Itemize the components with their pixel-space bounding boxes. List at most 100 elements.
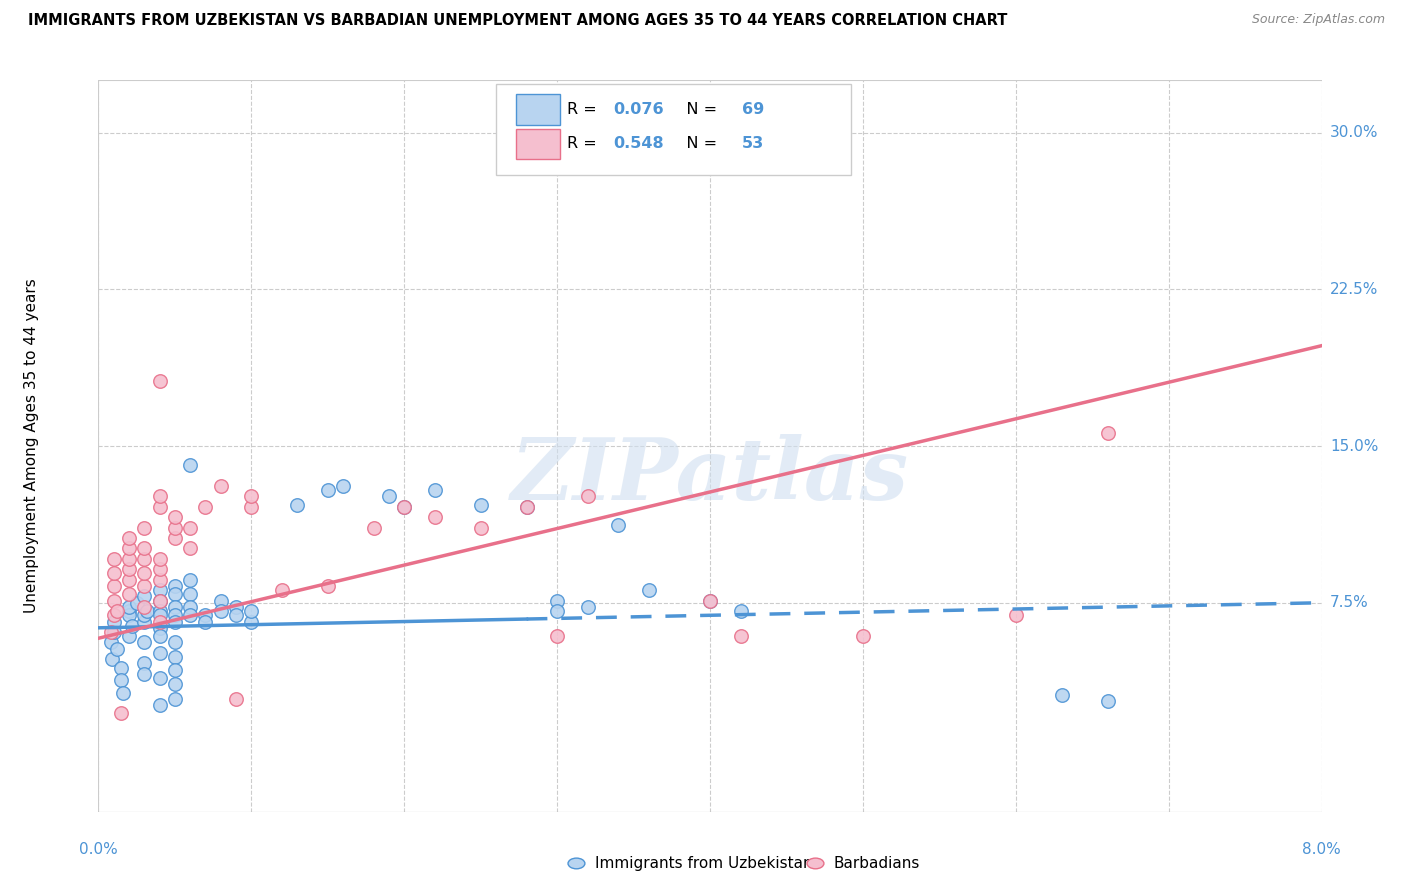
Point [103,593,125,607]
Point [163,635,186,649]
Point [118,552,141,566]
Point [240,489,263,503]
Point [118,531,141,545]
Point [100,635,122,649]
Point [607,518,630,533]
Point [730,629,752,643]
Point [149,562,172,576]
Point [285,498,308,512]
Point [134,552,156,566]
Point [134,541,156,556]
Point [111,685,134,699]
Point [163,520,186,534]
Point [363,520,385,534]
Point [240,500,263,514]
FancyBboxPatch shape [516,95,560,125]
Point [240,615,263,629]
Point [149,646,172,660]
Text: 69: 69 [742,102,763,117]
FancyBboxPatch shape [496,84,851,176]
Point [149,671,172,685]
Point [378,489,401,503]
Text: R =: R = [567,136,602,152]
Point [134,520,156,534]
Point [149,604,172,618]
Point [470,520,492,534]
Point [423,483,446,497]
Text: Barbadians: Barbadians [834,856,920,871]
Point [392,500,416,514]
Text: 0.0%: 0.0% [79,842,118,857]
Point [110,706,132,721]
Point [136,604,159,618]
Point [149,615,172,629]
FancyBboxPatch shape [516,128,560,160]
Point [118,604,141,618]
Point [100,625,122,640]
Point [225,691,247,706]
Point [103,552,125,566]
Point [546,604,568,618]
Point [118,587,141,601]
Text: IMMIGRANTS FROM UZBEKISTAN VS BARBADIAN UNEMPLOYMENT AMONG AGES 35 TO 44 YEARS C: IMMIGRANTS FROM UZBEKISTAN VS BARBADIAN … [28,13,1008,29]
Point [134,566,156,581]
Point [121,618,143,632]
Point [103,625,125,640]
Point [163,615,186,629]
Point [546,629,568,643]
Point [103,566,125,581]
Point [179,458,201,472]
Point [194,615,217,629]
Text: N =: N = [671,136,723,152]
Point [179,520,201,534]
Text: 0.548: 0.548 [613,136,664,152]
Point [332,479,354,493]
Point [270,583,294,598]
Point [470,498,492,512]
Point [163,650,186,665]
Point [179,599,201,614]
Point [699,593,721,607]
Text: N =: N = [671,102,723,117]
Point [134,666,156,681]
Point [149,629,172,643]
Point [149,593,172,607]
Point [134,599,156,614]
Point [163,510,186,524]
Point [110,673,132,687]
Point [103,615,125,629]
Point [163,531,186,545]
Point [149,489,172,503]
Text: Immigrants from Uzbekistan: Immigrants from Uzbekistan [595,856,813,871]
Point [637,583,661,598]
Point [125,596,148,610]
Point [316,483,339,497]
Point [179,608,201,623]
Point [576,489,599,503]
Point [209,479,232,493]
Point [225,608,247,623]
Text: R =: R = [567,102,602,117]
Point [516,500,538,514]
Point [546,593,568,607]
Point [110,660,132,674]
Point [149,621,172,635]
Point [118,541,141,556]
Point [1004,608,1026,623]
Point [149,583,172,598]
Point [194,500,217,514]
Point [1050,688,1073,702]
Point [105,604,128,618]
Point [134,635,156,649]
Text: 15.0%: 15.0% [1330,439,1378,453]
Point [699,593,721,607]
Point [316,579,339,593]
Point [423,510,446,524]
Point [163,663,186,677]
Point [149,593,172,607]
Text: Unemployment Among Ages 35 to 44 years: Unemployment Among Ages 35 to 44 years [24,278,38,614]
Point [118,562,141,576]
Point [118,599,141,614]
Point [118,573,141,587]
Point [163,608,186,623]
